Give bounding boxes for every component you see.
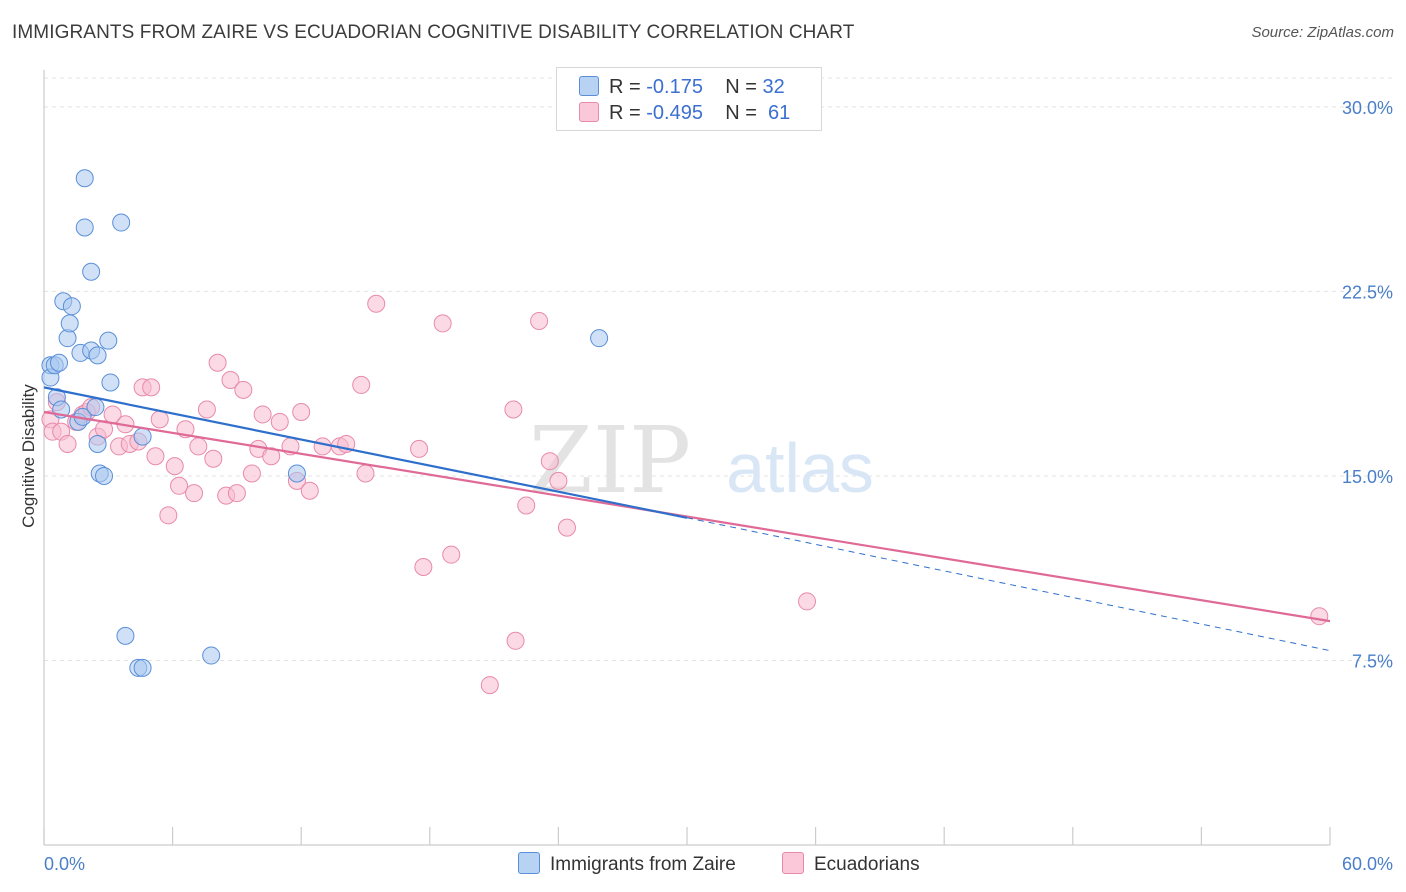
ecuadorians-point <box>150 410 169 429</box>
ecuadorians-point <box>170 476 189 495</box>
ecuadorians-point <box>58 434 77 453</box>
zaire-point <box>86 398 105 417</box>
axes <box>43 70 1331 846</box>
ecuadorians-point <box>300 481 319 500</box>
zaire-point <box>50 353 69 372</box>
legend-r-value-ecuadorians: -0.495 <box>646 102 703 124</box>
ecuadorians-point <box>208 353 227 372</box>
ecuadorians-point <box>540 452 559 471</box>
legend-swatch-zaire <box>579 76 599 96</box>
ecuadorians-point <box>798 592 817 611</box>
watermark-atlas: atlas <box>726 429 874 507</box>
ecuadorians-point <box>442 545 461 564</box>
ecuadorians-point <box>227 484 246 503</box>
ecuadorians-point <box>356 464 375 483</box>
ecuadorians-point <box>185 484 204 503</box>
legend-row-ecuadorians: R = -0.495 N = 61 <box>579 102 790 126</box>
ecuadorians-point <box>292 402 311 421</box>
ecuadorians-point <box>242 464 261 483</box>
ecuadorians-point <box>410 439 429 458</box>
y-tick-label: 7.5% <box>1352 651 1393 671</box>
grid-lines <box>44 77 1392 661</box>
zaire-point <box>590 329 609 348</box>
zaire-point <box>112 213 131 232</box>
legend-n-value-ecuadorians: 61 <box>768 102 791 124</box>
zaire-point <box>287 464 306 483</box>
ecuadorians-point <box>433 314 452 333</box>
ecuadorians-point <box>165 457 184 476</box>
ecuadorians-point <box>159 506 178 525</box>
ecuadorians-point <box>142 378 161 397</box>
zaire-point <box>58 329 77 348</box>
zaire-trendline <box>43 386 688 519</box>
chart-title: IMMIGRANTS FROM ZAIRE VS ECUADORIAN COGN… <box>12 22 855 43</box>
ecuadorians-point <box>414 557 433 576</box>
legend-r-value-zaire: -0.175 <box>646 76 703 98</box>
legend-n-label: N = <box>725 76 757 98</box>
y-tick-label: 30.0% <box>1342 98 1393 118</box>
ecuadorians-point <box>146 447 165 466</box>
y-tick-labels: 7.5% 15.0% 22.5% 30.0% <box>1342 98 1393 672</box>
x-tick-label: 60.0% <box>1342 854 1393 874</box>
ecuadorians-point <box>517 496 536 515</box>
zaire-point <box>101 373 120 392</box>
zaire-point <box>133 427 152 446</box>
zaire-point <box>95 466 114 485</box>
ecuadorians-point <box>313 437 332 456</box>
zaire-point <box>202 646 221 665</box>
zaire-point <box>62 297 81 316</box>
zaire-point <box>88 434 107 453</box>
ecuadorians-point <box>549 471 568 490</box>
y-tick-label: 22.5% <box>1342 282 1393 302</box>
chart-source: Source: ZipAtlas.com <box>1251 24 1394 41</box>
zaire-point <box>133 658 152 677</box>
ecuadorians-point <box>221 371 240 389</box>
zaire-point <box>82 262 101 281</box>
ecuadorians-trendline <box>43 410 1331 623</box>
zaire-point <box>99 331 118 350</box>
ecuadorians-point <box>506 631 525 650</box>
ecuadorians-point <box>270 412 289 431</box>
zaire-point <box>60 314 79 333</box>
zaire-point <box>75 218 94 237</box>
bottom-legend-ecuadorians: Ecuadorians <box>782 852 920 876</box>
y-tick-label: 15.0% <box>1342 467 1393 487</box>
bottom-legend-zaire: Immigrants from Zaire <box>518 852 736 876</box>
ecuadorians-point <box>1310 607 1329 626</box>
ecuadorians-point <box>352 375 371 394</box>
bottom-legend-label-ecuadorians: Ecuadorians <box>814 854 920 875</box>
bottom-legend-swatch-ecuadorians <box>782 852 804 874</box>
legend-r-label: R = <box>609 76 641 98</box>
ecuadorians-point <box>204 449 223 468</box>
legend-r-label: R = <box>609 102 641 124</box>
zaire-point <box>116 626 135 645</box>
zaire-point <box>75 169 94 188</box>
trendlines <box>43 386 1331 652</box>
zaire-trendline-extension <box>686 517 1331 652</box>
ecuadorians-point <box>530 311 549 330</box>
ecuadorians-point <box>253 405 272 424</box>
ecuadorians-point <box>367 294 386 313</box>
x-tick-labels: 0.0% 60.0% <box>44 854 1393 874</box>
zaire-point <box>88 346 107 365</box>
y-axis-label: Cognitive Disability <box>19 384 38 528</box>
legend-swatch-ecuadorians <box>579 102 599 122</box>
ecuadorians-point <box>197 400 216 419</box>
zaire-points <box>41 169 609 677</box>
ecuadorians-point <box>189 437 208 456</box>
bottom-legend-label-zaire: Immigrants from Zaire <box>550 854 736 875</box>
correlation-legend: R = -0.175 N = 32 R = -0.495 N = 61 <box>556 67 822 131</box>
ecuadorians-point <box>262 447 281 466</box>
legend-n-label: N = <box>725 102 757 124</box>
legend-n-value-zaire: 32 <box>762 76 785 98</box>
bottom-legend-swatch-zaire <box>518 852 540 874</box>
x-tick-label: 0.0% <box>44 854 85 874</box>
ecuadorians-point <box>234 380 253 399</box>
ecuadorians-point <box>504 400 523 419</box>
ecuadorians-point <box>480 676 499 695</box>
ecuadorians-point <box>557 518 576 537</box>
legend-row-zaire: R = -0.175 N = 32 <box>579 76 785 100</box>
